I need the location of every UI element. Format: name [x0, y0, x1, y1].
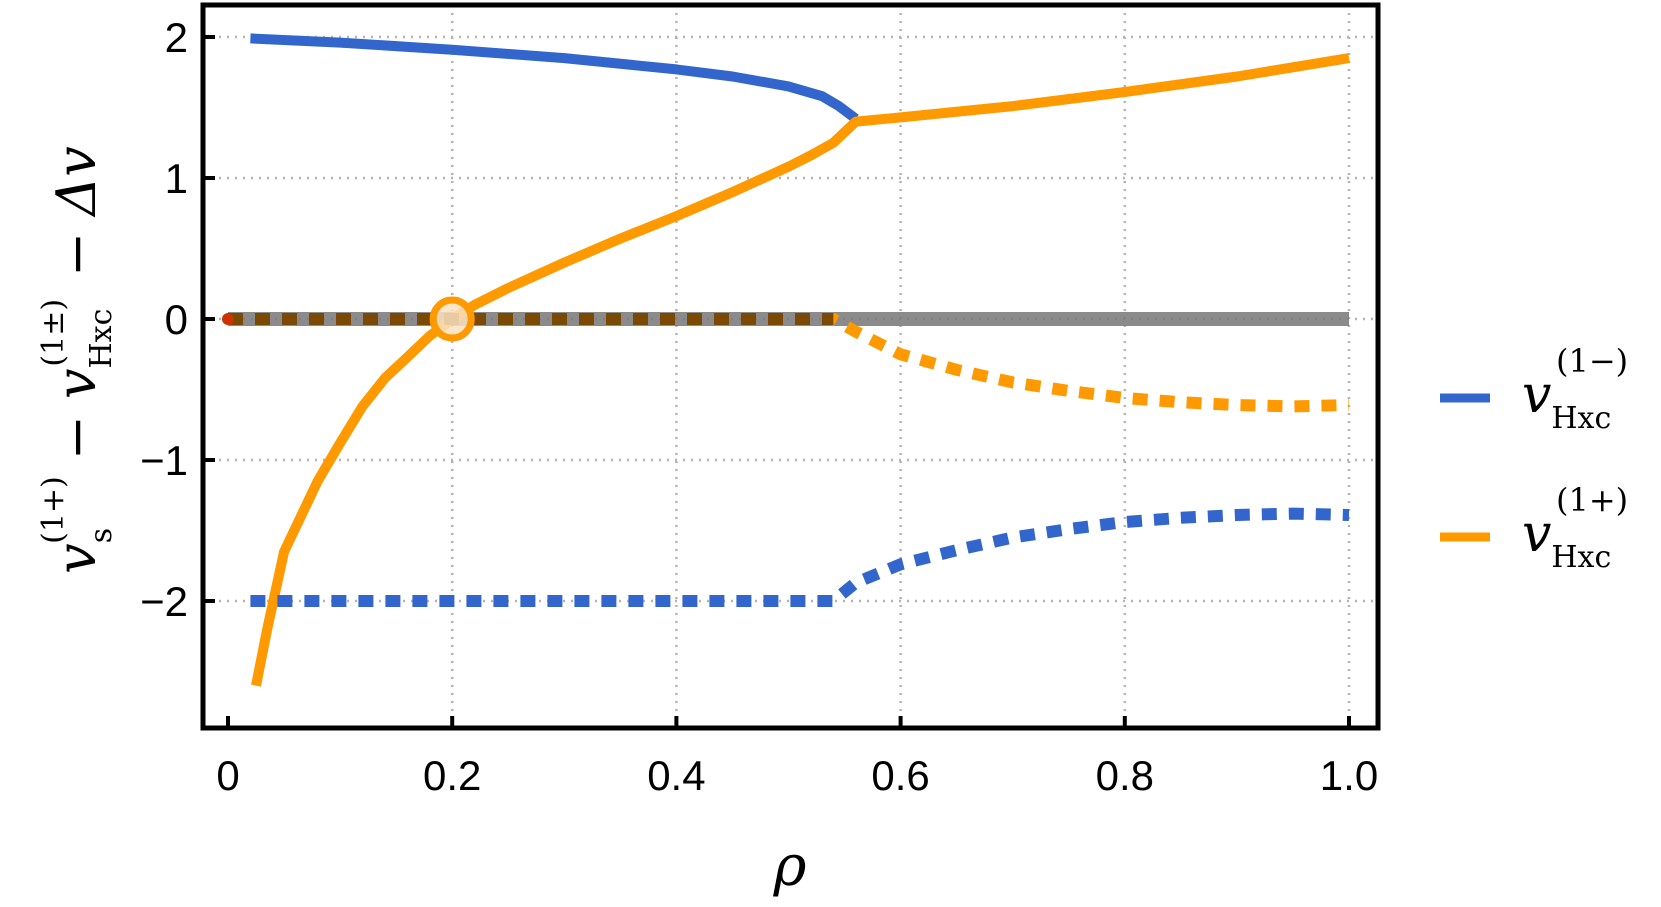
marker-origin-dot [222, 313, 234, 325]
series-layer [228, 33, 1350, 687]
y-tick-label-0: −2 [140, 578, 188, 625]
legend-minus-sub: Hxc [1551, 401, 1611, 436]
legend-minus-sup: (1−) [1556, 342, 1628, 380]
x-tick-label-0: 0 [216, 752, 239, 799]
legend-plus-sup: (1+) [1556, 481, 1628, 519]
y-axis-label: vs(1+)−vHxc(1±)−Δv [36, 146, 119, 574]
series-0 [250, 33, 859, 123]
legend-item-minus: vHxc (1−) [1440, 342, 1628, 436]
y-label-sup1: (1+) [36, 476, 71, 544]
svg-text:vs(1+)−vHxc(1±)−Δv: vs(1+)−vHxc(1±)−Δv [36, 146, 119, 574]
x-tick-label-5: 1.0 [1320, 752, 1378, 799]
y-tick-label-1: −1 [140, 437, 188, 484]
series-3 [228, 313, 1350, 413]
x-tick-label-3: 0.6 [871, 752, 929, 799]
x-axis-ticks: 0 0.2 0.4 0.6 0.8 1.0 [216, 716, 1378, 799]
legend: vHxc(1−) vHxc(1+) [1440, 342, 1628, 575]
y-label-minus1: − [45, 415, 108, 460]
series-4 [250, 507, 1350, 607]
legend-item-plus: vHxc (1+) [1440, 481, 1628, 575]
x-tick-label-2: 0.4 [647, 752, 705, 799]
series-1 [251, 53, 1350, 687]
x-axis-label: ρ [773, 834, 807, 899]
svg-text:vHxc(1−): vHxc (1−) [1522, 342, 1628, 436]
y-axis-ticks: −2 −1 0 1 2 [140, 14, 215, 625]
y-label-sup2: (1±) [36, 299, 71, 367]
marker-crossing-circle [429, 296, 475, 342]
legend-plus-base: v [1522, 504, 1551, 564]
marker-layer [222, 296, 475, 342]
legend-minus-base: v [1522, 365, 1551, 425]
plot-frame [200, 2, 1381, 731]
y-label-minus2: − [45, 232, 108, 277]
y-tick-label-4: 2 [165, 14, 188, 61]
x-tick-label-1: 0.2 [423, 752, 481, 799]
y-tick-label-3: 1 [165, 155, 188, 202]
y-label-tail: Δv [45, 146, 108, 218]
legend-plus-sub: Hxc [1551, 540, 1611, 575]
y-label-base2: v [45, 368, 108, 399]
grid-lines [203, 5, 1378, 728]
y-label-base: v [45, 543, 108, 574]
y-tick-label-2: 0 [165, 296, 188, 343]
y-label-sub1: s [84, 528, 119, 543]
x-tick-label-4: 0.8 [1096, 752, 1154, 799]
y-label-sub2: Hxc [84, 309, 119, 369]
svg-text:vHxc(1+): vHxc (1+) [1522, 481, 1628, 575]
